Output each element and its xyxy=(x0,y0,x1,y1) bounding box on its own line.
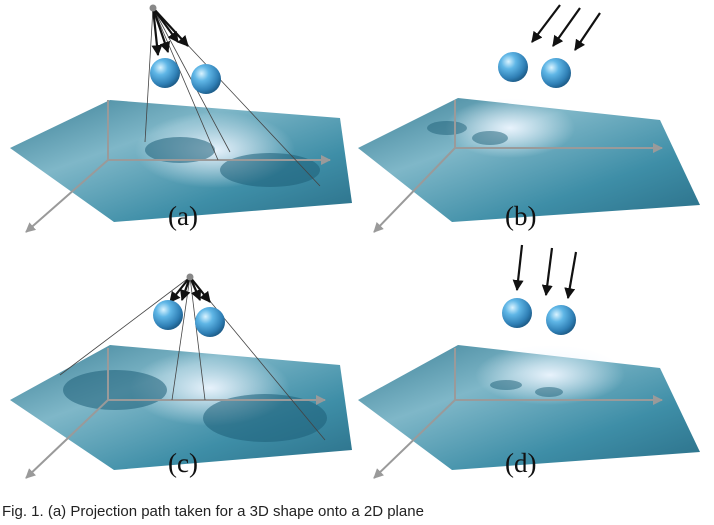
panel-a xyxy=(10,4,352,233)
panel-label-a: (a) xyxy=(168,201,198,231)
sphere-c-left xyxy=(153,300,183,330)
sphere-a-left xyxy=(150,58,180,88)
panel-label-b: (b) xyxy=(505,201,537,231)
panel-c xyxy=(10,273,352,479)
shadow-d-right xyxy=(535,387,563,397)
panel-b xyxy=(358,4,700,233)
sphere-b-left xyxy=(498,52,528,82)
shadow-a-right xyxy=(220,153,320,187)
sphere-c-right xyxy=(195,307,225,337)
figure-caption: Fig. 1. (a) Projection path taken for a … xyxy=(2,503,424,520)
sphere-d-right xyxy=(546,305,576,335)
sphere-d-left xyxy=(502,298,532,328)
shadow-a-left xyxy=(145,137,215,163)
sphere-b-right xyxy=(541,58,571,88)
shadow-c-left xyxy=(63,370,167,410)
shadow-d-left xyxy=(490,380,522,390)
panel-d xyxy=(358,244,700,479)
shadow-b-right xyxy=(472,131,508,145)
panel-label-d: (d) xyxy=(505,448,537,478)
sphere-a-right xyxy=(191,64,221,94)
panel-label-c: (c) xyxy=(168,448,198,478)
shadow-c-right xyxy=(203,394,327,442)
shadow-b-left xyxy=(427,121,467,135)
